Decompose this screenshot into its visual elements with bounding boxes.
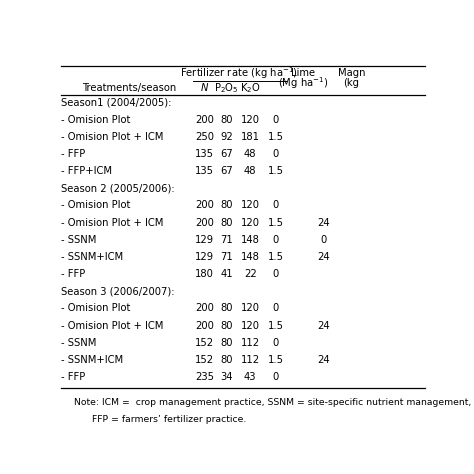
Text: Lime: Lime [292,68,316,78]
Text: Treatments/season: Treatments/season [82,83,176,93]
Text: 152: 152 [195,355,214,365]
Text: - SSNM: - SSNM [61,337,97,347]
Text: 0: 0 [273,201,279,210]
Text: - Omision Plot: - Omision Plot [61,201,130,210]
Text: 80: 80 [220,355,233,365]
Text: 0: 0 [273,303,279,313]
Text: 112: 112 [241,355,260,365]
Text: 0: 0 [273,235,279,245]
Text: 48: 48 [244,166,256,176]
Text: 71: 71 [220,235,233,245]
Text: 24: 24 [318,218,330,228]
Text: 135: 135 [195,166,214,176]
Text: 24: 24 [318,355,330,365]
Text: 1.5: 1.5 [268,166,284,176]
Text: Magn: Magn [337,68,365,78]
Text: 1.5: 1.5 [268,218,284,228]
Text: 1.5: 1.5 [268,252,284,262]
Text: (Mg ha$^{-1}$): (Mg ha$^{-1}$) [278,75,328,91]
Text: 0: 0 [273,149,279,159]
Text: 112: 112 [241,337,260,347]
Text: Note: ICM =  crop management practice, SSNM = site-specific nutrient management,: Note: ICM = crop management practice, SS… [74,398,471,407]
Text: FFP = farmers’ fertilizer practice.: FFP = farmers’ fertilizer practice. [74,415,246,424]
Text: - SSNM+ICM: - SSNM+ICM [61,355,123,365]
Text: 152: 152 [195,337,214,347]
Text: Fertilizer rate (kg ha$^{-1}$): Fertilizer rate (kg ha$^{-1}$) [180,65,298,81]
Text: 1.5: 1.5 [268,355,284,365]
Text: 0: 0 [320,235,327,245]
Text: 0: 0 [273,115,279,125]
Text: - FFP+ICM: - FFP+ICM [61,166,112,176]
Text: 24: 24 [318,320,330,330]
Text: 80: 80 [220,303,233,313]
Text: - Omision Plot: - Omision Plot [61,115,130,125]
Text: 24: 24 [318,252,330,262]
Text: (kg: (kg [343,78,359,88]
Text: 0: 0 [273,372,279,382]
Text: 235: 235 [195,372,214,382]
Text: 129: 129 [195,235,214,245]
Text: 200: 200 [195,201,214,210]
Text: 71: 71 [220,252,233,262]
Text: - SSNM+ICM: - SSNM+ICM [61,252,123,262]
Text: - SSNM: - SSNM [61,235,97,245]
Text: 67: 67 [220,149,233,159]
Text: 120: 120 [241,218,260,228]
Text: Season 3 (2006/2007):: Season 3 (2006/2007): [61,286,174,296]
Text: 43: 43 [244,372,256,382]
Text: 0: 0 [273,269,279,279]
Text: 148: 148 [241,235,260,245]
Text: - FFP: - FFP [61,269,85,279]
Text: 80: 80 [220,201,233,210]
Text: Season1 (2004/2005):: Season1 (2004/2005): [61,98,172,108]
Text: N: N [201,83,208,93]
Text: 181: 181 [241,132,260,142]
Text: - Omision Plot + ICM: - Omision Plot + ICM [61,218,164,228]
Text: 200: 200 [195,303,214,313]
Text: 120: 120 [241,303,260,313]
Text: - Omision Plot: - Omision Plot [61,303,130,313]
Text: 41: 41 [220,269,233,279]
Text: - Omision Plot + ICM: - Omision Plot + ICM [61,320,164,330]
Text: - FFP: - FFP [61,372,85,382]
Text: 120: 120 [241,115,260,125]
Text: 120: 120 [241,320,260,330]
Text: 80: 80 [220,320,233,330]
Text: - FFP: - FFP [61,149,85,159]
Text: 180: 180 [195,269,214,279]
Text: 120: 120 [241,201,260,210]
Text: 1.5: 1.5 [268,132,284,142]
Text: 67: 67 [220,166,233,176]
Text: 200: 200 [195,115,214,125]
Text: 22: 22 [244,269,256,279]
Text: P$_2$O$_5$: P$_2$O$_5$ [214,81,239,95]
Text: 129: 129 [195,252,214,262]
Text: 1.5: 1.5 [268,320,284,330]
Text: 92: 92 [220,132,233,142]
Text: 148: 148 [241,252,260,262]
Text: 250: 250 [195,132,214,142]
Text: 200: 200 [195,320,214,330]
Text: K$_2$O: K$_2$O [240,81,261,95]
Text: 0: 0 [273,337,279,347]
Text: 80: 80 [220,115,233,125]
Text: 135: 135 [195,149,214,159]
Text: 80: 80 [220,218,233,228]
Text: - Omision Plot + ICM: - Omision Plot + ICM [61,132,164,142]
Text: 80: 80 [220,337,233,347]
Text: Season 2 (2005/2006):: Season 2 (2005/2006): [61,183,175,193]
Text: 34: 34 [220,372,233,382]
Text: 200: 200 [195,218,214,228]
Text: 48: 48 [244,149,256,159]
